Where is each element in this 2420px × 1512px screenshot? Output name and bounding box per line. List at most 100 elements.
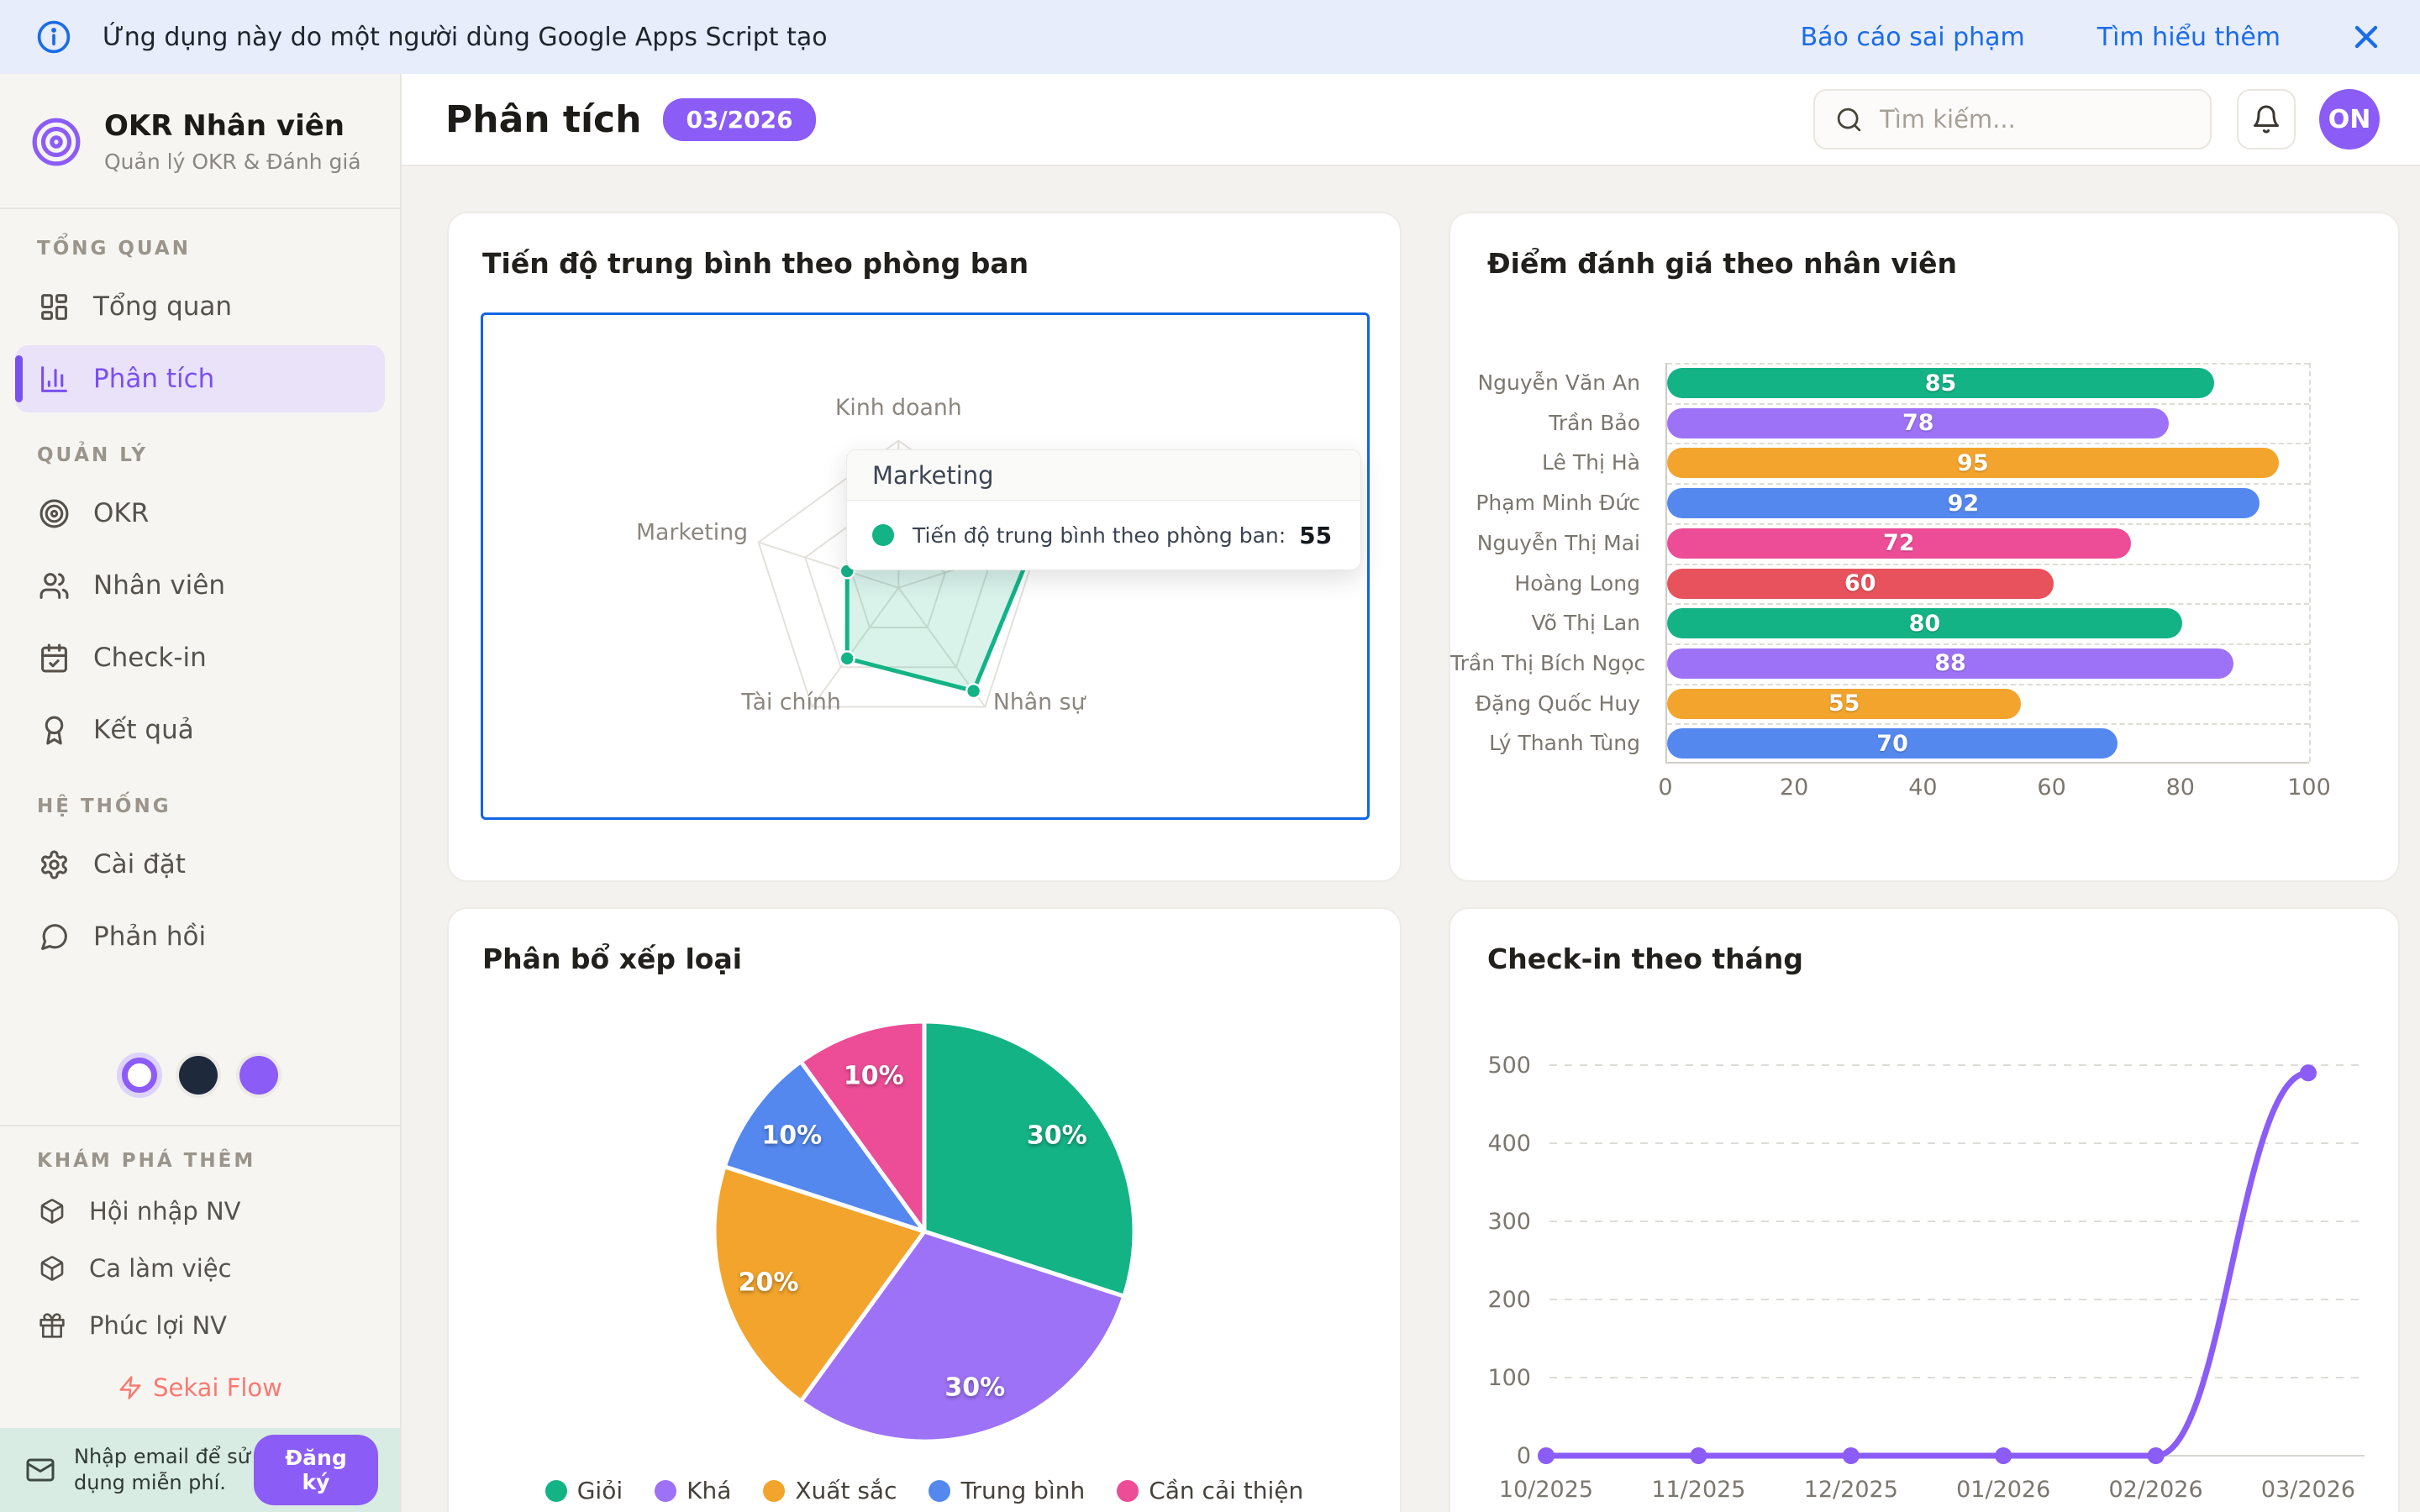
bar-value-label: 95 bbox=[1957, 449, 1989, 476]
x-tick-label: 100 bbox=[2287, 774, 2331, 801]
sidebar-item-label: Kết quả bbox=[93, 715, 194, 745]
tooltip-title: Marketing bbox=[847, 450, 1361, 501]
radar-card-title: Tiến độ trung bình theo phòng ban bbox=[482, 247, 1029, 280]
bar-value-label: 72 bbox=[1882, 530, 1915, 557]
svg-text:30%: 30% bbox=[1027, 1121, 1087, 1150]
sidebar-item-cai-dat[interactable]: Cài đặt bbox=[15, 831, 385, 898]
close-icon bbox=[2354, 25, 2378, 49]
sidebar-item-label: Nhân viên bbox=[93, 570, 226, 601]
bar[interactable]: 85 bbox=[1667, 368, 2215, 398]
bar[interactable]: 60 bbox=[1667, 568, 2054, 599]
theme-swatch-1[interactable] bbox=[179, 1056, 218, 1095]
legend-item: Giỏi bbox=[544, 1477, 623, 1504]
target-icon bbox=[39, 499, 69, 528]
bar[interactable]: 88 bbox=[1667, 648, 2234, 679]
signup-button[interactable]: Đăng ký bbox=[254, 1435, 378, 1505]
sidebar-item-phuc-loi-nv[interactable]: Phúc lợi NV bbox=[15, 1299, 385, 1352]
svg-text:Tài chính: Tài chính bbox=[740, 689, 840, 715]
sidebar-item-phan-hoi[interactable]: Phản hồi bbox=[15, 903, 385, 970]
dashboard-icon bbox=[41, 293, 67, 320]
legend-dot bbox=[544, 1479, 567, 1502]
bar-value-label: 92 bbox=[1947, 490, 1980, 517]
sidebar-item-tong-quan[interactable]: Tổng quan bbox=[15, 273, 385, 340]
sidebar-nav: TỔNG QUAN Tổng quan Phân tích QUẢN LÝ OKR Nhâ… bbox=[0, 238, 400, 970]
bar-row-label: Trần Bảo bbox=[1549, 410, 1640, 435]
pie-slice bbox=[712, 1164, 927, 1404]
line-card-title: Check-in theo tháng bbox=[1487, 942, 1804, 975]
bar-row-label: Võ Thị Lan bbox=[1531, 611, 1640, 636]
svg-text:12/2025: 12/2025 bbox=[1804, 1477, 1898, 1503]
bar[interactable]: 92 bbox=[1667, 488, 2260, 519]
package-icon bbox=[40, 1256, 64, 1281]
tooltip-value: 55 bbox=[1299, 521, 1333, 549]
legend-dot bbox=[655, 1479, 677, 1502]
legend-item: Trung bình bbox=[929, 1477, 1085, 1504]
calendar-check-icon bbox=[41, 643, 67, 672]
apps-script-banner: Ứng dụng này do một người dùng Google Ap… bbox=[0, 0, 2420, 74]
sidebar-item-check-in[interactable]: Check-in bbox=[15, 624, 385, 691]
series-dot bbox=[872, 524, 894, 546]
x-tick-label: 0 bbox=[1658, 774, 1673, 801]
bar[interactable]: 95 bbox=[1667, 448, 2279, 479]
legend-dot bbox=[763, 1479, 786, 1502]
notifications-button[interactable] bbox=[2237, 89, 2296, 150]
svg-text:100: 100 bbox=[1487, 1365, 1531, 1391]
bar-plot: 85 78 95 92 72 60 80 88 55 70 bbox=[1665, 363, 2311, 764]
section-label: QUẢN LÝ bbox=[37, 444, 149, 466]
line-chart[interactable]: 0 100 200 300 400 500 10/2025 11/2025 12/2025 01/… bbox=[1450, 909, 2402, 1512]
theme-swatch-2[interactable] bbox=[239, 1056, 278, 1095]
sidebar-item-ca-lam-viec[interactable]: Ca làm việc bbox=[15, 1242, 385, 1294]
bar[interactable]: 78 bbox=[1667, 407, 2170, 438]
pie-chart[interactable]: 30% 30% 20% 10% 10% bbox=[449, 909, 1403, 1463]
bar-value-label: 88 bbox=[1934, 650, 1966, 677]
bar[interactable]: 72 bbox=[1667, 528, 2131, 559]
sidebar-divider bbox=[0, 1125, 400, 1126]
report-abuse-link[interactable]: Báo cáo sai phạm bbox=[1800, 22, 2025, 52]
sidebar-item-label: Phản hồi bbox=[93, 921, 207, 952]
svg-text:0: 0 bbox=[1517, 1443, 1531, 1469]
pie-slice bbox=[722, 1059, 927, 1234]
zap-icon bbox=[119, 1376, 141, 1399]
settings-icon bbox=[41, 850, 67, 879]
sidebar-item-ket-qua[interactable]: Kết quả bbox=[15, 696, 385, 764]
bar[interactable]: 70 bbox=[1667, 728, 2118, 759]
sidebar-item-hoi-nhap-nv[interactable]: Hội nhập NV bbox=[15, 1185, 385, 1237]
data-point bbox=[1690, 1447, 1707, 1464]
data-point bbox=[2300, 1064, 2317, 1082]
sidebar-item-phan-tich[interactable]: Phân tích bbox=[15, 345, 385, 412]
info-icon bbox=[37, 20, 71, 54]
theme-swatch-0[interactable] bbox=[122, 1058, 157, 1093]
sidebar-item-label: Cài đặt bbox=[93, 849, 186, 879]
bar-row-label: Đặng Quốc Huy bbox=[1475, 690, 1640, 716]
svg-text:11/2025: 11/2025 bbox=[1651, 1477, 1745, 1503]
main-header: Phân tích 03/2026 ON bbox=[402, 74, 2420, 166]
pie-slice bbox=[798, 1019, 927, 1234]
pie-slice bbox=[922, 1019, 1137, 1299]
sidebar-item-label: Ca làm việc bbox=[89, 1254, 232, 1283]
package-icon bbox=[40, 1199, 64, 1224]
svg-text:200: 200 bbox=[1487, 1287, 1531, 1313]
sidebar-item-nhan-vien[interactable]: Nhân viên bbox=[15, 552, 385, 619]
sekai-flow-link[interactable]: Sekai Flow bbox=[0, 1373, 400, 1402]
legend-label: Khá bbox=[687, 1477, 732, 1504]
bar[interactable]: 80 bbox=[1667, 608, 2182, 639]
sidebar-item-label: Check-in bbox=[93, 643, 207, 673]
x-tick-label: 40 bbox=[1908, 774, 1938, 801]
svg-text:20%: 20% bbox=[739, 1268, 799, 1297]
data-point bbox=[2147, 1447, 2165, 1464]
employee-scores-card: Điểm đánh giá theo nhân viên Nguyễn Văn … bbox=[1449, 212, 2400, 882]
banner-text: Ứng dụng này do một người dùng Google Ap… bbox=[103, 22, 828, 52]
avatar[interactable]: ON bbox=[2319, 89, 2380, 150]
legend-label: Giỏi bbox=[576, 1477, 623, 1504]
sidebar: OKR Nhân viên Quản lý OKR & Đánh giá TỔN… bbox=[0, 74, 402, 1512]
search-input[interactable] bbox=[1880, 105, 2190, 134]
period-badge: 03/2026 bbox=[663, 97, 816, 141]
search-box[interactable] bbox=[1813, 89, 2212, 150]
legend-dot bbox=[1117, 1479, 1139, 1502]
section-label: TỔNG QUAN bbox=[37, 238, 191, 260]
bar-row-label: Nguyễn Văn An bbox=[1477, 370, 1640, 395]
bar[interactable]: 55 bbox=[1667, 688, 2022, 719]
sidebar-item-okr[interactable]: OKR bbox=[15, 480, 385, 547]
banner-close-button[interactable] bbox=[2348, 18, 2385, 55]
learn-more-link[interactable]: Tìm hiểu thêm bbox=[2096, 22, 2281, 52]
